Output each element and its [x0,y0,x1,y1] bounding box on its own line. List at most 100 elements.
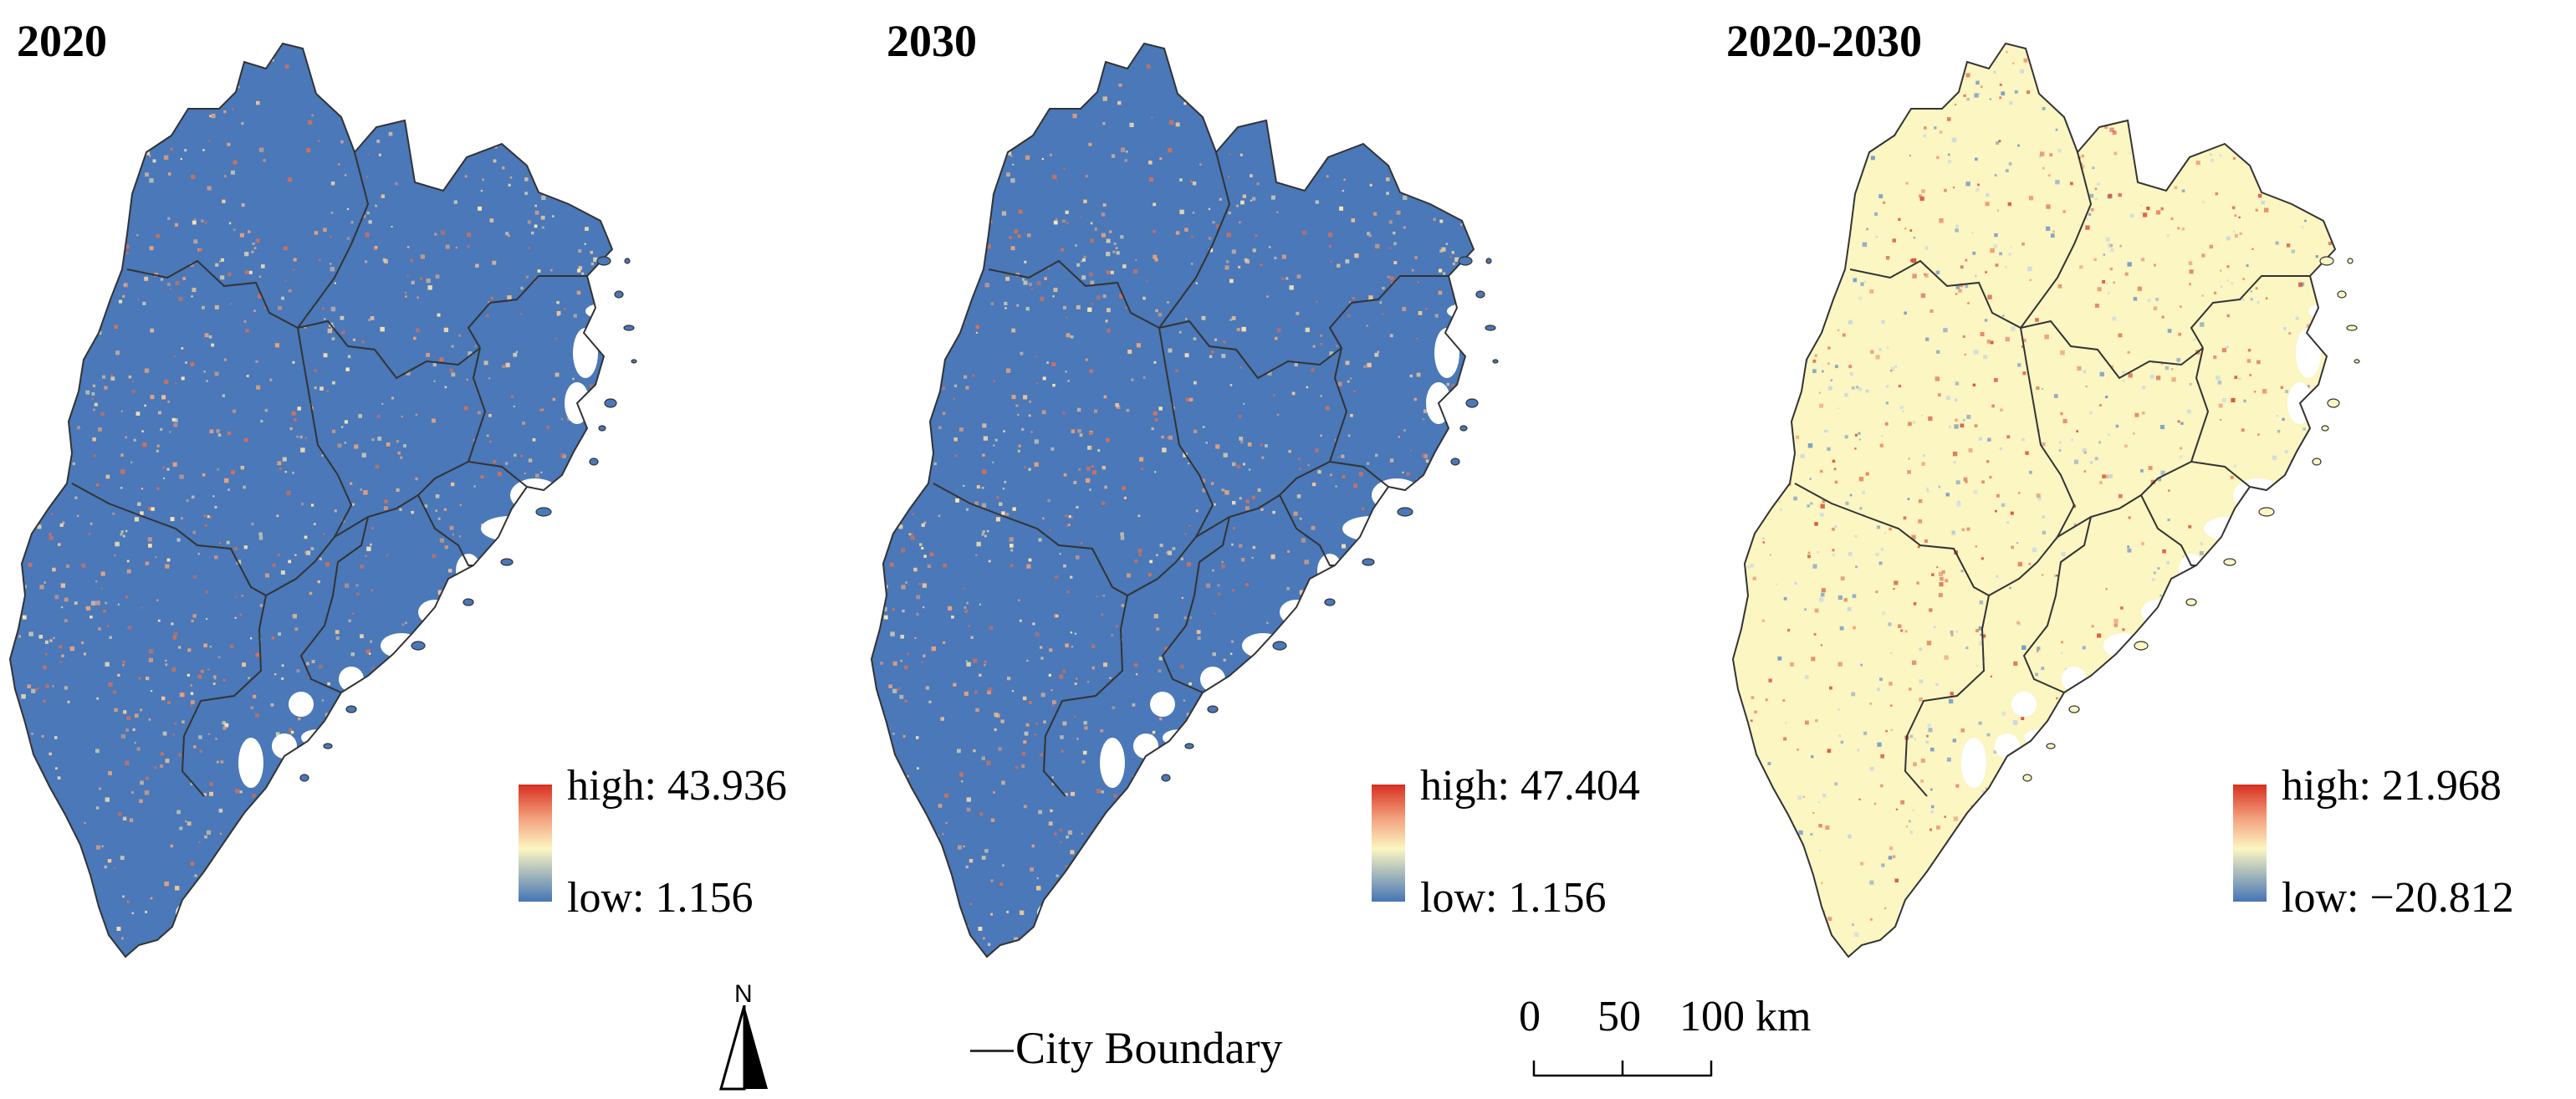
island [1184,743,1194,749]
legend-low-label: low: 1.156 [567,874,754,922]
water-gap [1317,554,1342,587]
city-boundary-line [2020,327,2076,538]
panel-title: 2020 [17,16,107,66]
scale-bar-line [1532,1061,1713,1077]
island [2046,743,2056,749]
legend-low-label: low: −20.812 [2282,874,2514,922]
island [1465,398,1479,408]
city-boundary-line [297,151,370,329]
water-gap [2179,554,2204,587]
city-boundary-line [1042,595,1128,797]
island [411,641,426,651]
scale-bar: 0 50 100 km [1514,992,1865,1092]
panel-title: 2020-2030 [1726,16,1922,66]
scale-tick-label: 0 [1519,993,1541,1040]
water-gap [1058,872,1100,905]
province-map-change [1731,42,2360,958]
island [589,457,599,466]
island [2185,598,2197,606]
island [299,774,309,782]
island [2068,705,2080,713]
island [624,258,631,264]
color-ramp [1372,785,1405,902]
city-boundary-line [1794,483,1990,596]
water-gap [481,516,539,541]
island [623,325,635,331]
city-boundary-line [1904,595,1990,797]
city-boundary-line [988,259,1160,329]
island [614,290,624,299]
color-ramp [519,785,552,902]
island [1362,558,1375,566]
map-panel-2030: 2030 high: 47.404 low: 1.156 [861,0,1715,987]
island [1475,290,1485,299]
north-label: N [734,980,753,1008]
island [345,705,357,713]
island [323,743,333,749]
north-arrow-icon [719,1005,768,1091]
water-gap [1961,738,1986,788]
water-gap [1447,304,1474,319]
province-fill [871,43,1474,957]
island [2354,359,2360,364]
city-boundary-line [2190,347,2210,463]
city-boundary-line [933,483,1128,596]
legend-high-label: high: 21.968 [2282,762,2502,810]
boundary-line-symbol [970,1050,1014,1052]
water-gap [2011,692,2037,717]
city-boundary-line [181,595,267,797]
city-boundary-line [1158,151,1231,329]
island [535,507,552,517]
city-boundary-line [417,494,473,566]
city-boundary-line [2022,516,2092,693]
island [604,398,617,408]
city-boundary-line [2140,494,2196,566]
water-gap [2308,304,2335,319]
water-gap [339,667,364,692]
scale-tick-label: 100 km [1679,993,1812,1040]
water-gap [197,872,238,905]
island [2319,256,2334,266]
legend-high-label: high: 47.404 [1420,762,1640,810]
island [1459,425,1468,432]
city-boundary-line [126,259,299,329]
province-outline [1731,42,2337,958]
map-panel-2020-2030: 2020-2030 high: 21.968 low: −20.812 [1723,0,2576,987]
water-gap [2204,516,2262,541]
city-boundary-line [71,483,267,596]
island [1397,507,1413,517]
city-boundary-line [2020,151,2093,329]
island [631,359,637,364]
water-gap [238,738,263,788]
water-gap [1100,738,1125,788]
water-gap [1150,692,1175,717]
island [1485,258,1492,264]
city-boundary-line [297,319,481,380]
color-ramp [2233,785,2267,902]
island [1492,359,1499,364]
island [1161,774,1171,782]
city-boundary-line [1279,494,1335,566]
island [2312,457,2322,466]
island [1272,641,1287,651]
north-arrow: N [719,980,769,1097]
scale-tick-label: 50 [1597,993,1641,1040]
legend-high-label: high: 43.936 [567,762,787,810]
city-boundary-line [299,516,369,693]
water-gap [289,692,314,717]
water-gap [585,304,612,319]
legend-low-label: low: 1.156 [1420,874,1607,922]
city-boundary-line [1329,347,1348,463]
island [500,558,514,566]
boundary-legend-label: City Boundary [1015,1023,1283,1073]
city-boundary-line [1849,259,2021,329]
city-boundary-line [2190,275,2310,349]
province-map-2030 [870,42,1499,958]
island [1324,598,1336,606]
water-gap [1200,667,1225,692]
panel-title: 2030 [887,16,977,66]
water-gap [1919,872,1961,905]
water-gap [272,734,297,759]
province-outline [8,42,614,958]
city-boundary-line [297,327,353,538]
